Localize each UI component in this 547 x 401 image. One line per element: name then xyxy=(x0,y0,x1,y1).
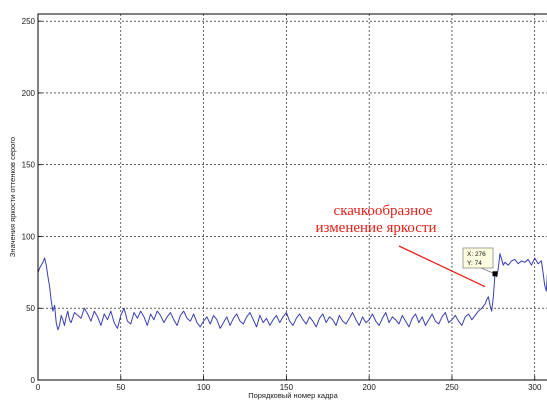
x-axis-label: Порядковый номер кадра xyxy=(248,391,338,400)
annotation: скачкообразное изменение яркости xyxy=(315,203,486,288)
x-tick-label-50: 50 xyxy=(116,383,125,392)
x-tick-label-300: 300 xyxy=(528,383,542,392)
x-tick-label-0: 0 xyxy=(36,383,41,392)
x-tick-label-150: 150 xyxy=(280,383,294,392)
x-tick-label-200: 200 xyxy=(362,383,376,392)
y-tick-label-200: 200 xyxy=(22,89,36,98)
y-tick-label-250: 250 xyxy=(22,17,36,26)
annotation-line-1: скачкообразное xyxy=(334,203,433,219)
x-tick-label-100: 100 xyxy=(197,383,211,392)
y-axis-label: Значения яркости оттенков серого xyxy=(8,137,17,257)
y-tick-label-150: 150 xyxy=(22,161,36,170)
datatip-box xyxy=(462,247,494,269)
datatip: X: 276 Y: 74 xyxy=(462,247,498,277)
datatip-x: X: 276 xyxy=(467,251,486,258)
plot-frame xyxy=(37,13,547,381)
series-line xyxy=(37,253,547,331)
y-tick-label-0: 0 xyxy=(31,376,36,385)
y-ticks: 0 50 100 150 200 250 xyxy=(22,17,42,385)
y-tick-label-100: 100 xyxy=(22,232,36,241)
plot-background xyxy=(38,14,547,380)
annotation-line-2: изменение яркости xyxy=(315,220,436,236)
x-tick-label-250: 250 xyxy=(445,383,459,392)
datatip-marker xyxy=(492,271,498,277)
annotation-arrow xyxy=(398,245,486,288)
y-tick-label-50: 50 xyxy=(26,304,35,313)
datatip-y: Y: 74 xyxy=(467,260,482,267)
